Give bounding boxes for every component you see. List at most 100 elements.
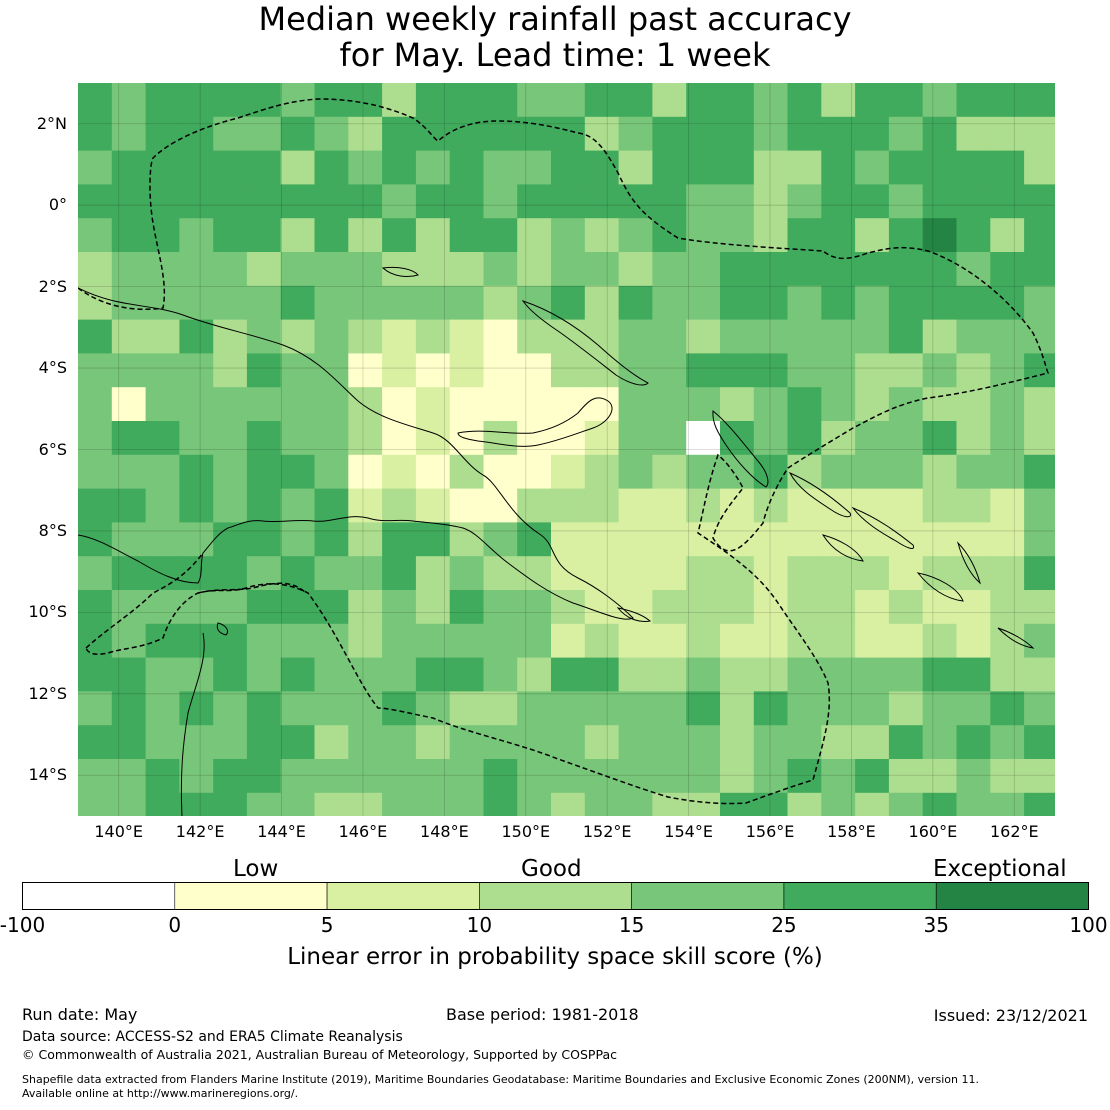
latitude-tick-label: 2°S <box>38 276 67 296</box>
grid-cell <box>956 184 991 219</box>
grid-cell <box>888 792 924 816</box>
grid-cell <box>280 421 316 456</box>
grid-cell <box>922 421 958 456</box>
grid-cell <box>111 691 147 726</box>
grid-cell <box>483 150 518 185</box>
grid-cell <box>213 522 248 557</box>
grid-cell <box>246 353 282 388</box>
grid-cell <box>145 556 180 591</box>
grid-cell <box>787 150 822 185</box>
grid-cell <box>483 657 518 692</box>
grid-cell <box>821 83 856 118</box>
grid-cell <box>821 319 856 354</box>
grid-cell <box>179 454 214 490</box>
grid-cell <box>314 252 349 287</box>
grid-cell <box>956 116 991 152</box>
grid-cell <box>483 759 518 794</box>
grid-cell <box>382 218 417 253</box>
grid-cell <box>922 556 958 591</box>
grid-cell <box>280 623 316 659</box>
grid-cell <box>551 454 586 490</box>
grid-cell <box>382 252 417 287</box>
grid-cell <box>348 218 383 253</box>
grid-cell <box>618 691 653 726</box>
grid-cell <box>584 184 620 219</box>
grid-cell <box>483 83 518 118</box>
grid-cell <box>213 252 248 287</box>
colorbar-tick-label: -100 <box>0 913 46 937</box>
longitude-tick-label: 142°E <box>175 822 225 841</box>
colorbar-title: Linear error in probability space skill … <box>287 944 823 970</box>
grid-cell <box>652 590 687 625</box>
coastline-new-ireland <box>521 300 649 386</box>
longitude-tick-label: 140°E <box>94 822 144 841</box>
data-source: Data source: ACCESS-S2 and ERA5 Climate … <box>22 1029 403 1045</box>
grid-cell <box>753 590 789 625</box>
grid-cell <box>855 116 890 152</box>
grid-cell <box>449 792 485 816</box>
grid-cell <box>382 421 417 456</box>
grid-cell <box>517 218 552 253</box>
grid-cell <box>956 421 991 456</box>
grid-cell <box>652 184 687 219</box>
grid-cell <box>449 657 485 692</box>
grid-cell <box>652 657 687 692</box>
latitude-tick-label: 14°S <box>28 765 67 785</box>
shapefile-url: Available online at http://www.marinereg… <box>22 1087 299 1100</box>
grid-cell <box>111 792 147 816</box>
grid-cell <box>78 116 113 152</box>
coastline-solomons-3 <box>821 534 864 562</box>
coastline-solomons-5 <box>957 541 981 585</box>
grid-cell <box>111 184 147 219</box>
longitude-tick-label: 156°E <box>745 822 795 841</box>
grid-cell <box>618 623 653 659</box>
grid-cell <box>246 488 282 523</box>
grid-cell <box>855 387 890 422</box>
grid-cell <box>753 184 789 219</box>
grid-cell <box>686 623 721 659</box>
grid-cell <box>382 759 417 794</box>
grid-cell <box>1024 522 1055 557</box>
grid-cell <box>720 792 755 816</box>
grid-cell <box>720 387 755 422</box>
grid-cell <box>990 454 1025 490</box>
grid-cell <box>145 691 180 726</box>
grid-cell <box>213 421 248 456</box>
grid-cell <box>415 150 451 185</box>
grid-cell <box>753 116 789 152</box>
grid-cell <box>314 150 349 185</box>
grid-cell <box>922 488 958 523</box>
grid-cell <box>855 421 890 456</box>
grid-cell <box>1024 691 1055 726</box>
grid-cell <box>213 150 248 185</box>
grid-cell <box>483 387 518 422</box>
grid-cell <box>382 184 417 219</box>
grid-cell <box>179 657 214 692</box>
chart-title-line1: Median weekly rainfall past accuracy <box>258 0 852 38</box>
latitude-tick-label: 12°S <box>28 683 67 703</box>
grid-cell <box>314 353 349 388</box>
grid-cell <box>922 759 958 794</box>
grid-cell <box>483 252 518 287</box>
coastline-solomons-1 <box>788 471 852 518</box>
grid-cell <box>213 792 248 816</box>
grid-cell <box>314 218 349 253</box>
grid-cell <box>382 150 417 185</box>
grid-cell <box>314 488 349 523</box>
grid-cell <box>246 725 282 760</box>
longitude-tick-label: 160°E <box>908 822 958 841</box>
copyright: © Commonwealth of Australia 2021, Austra… <box>22 1047 617 1062</box>
grid-cell <box>888 657 924 692</box>
grid-cell <box>990 792 1025 816</box>
grid-cell <box>686 725 721 760</box>
grid-cell <box>483 522 518 557</box>
grid-cell <box>382 590 417 625</box>
grid-cell <box>855 657 890 692</box>
grid-cell <box>652 83 687 118</box>
longitude-tick-label: 144°E <box>257 822 306 841</box>
grid-cell <box>551 184 586 219</box>
grid-cell <box>415 83 451 118</box>
grid-cell <box>517 83 552 118</box>
grid-cell <box>753 285 789 321</box>
grid-cell <box>1024 454 1055 490</box>
